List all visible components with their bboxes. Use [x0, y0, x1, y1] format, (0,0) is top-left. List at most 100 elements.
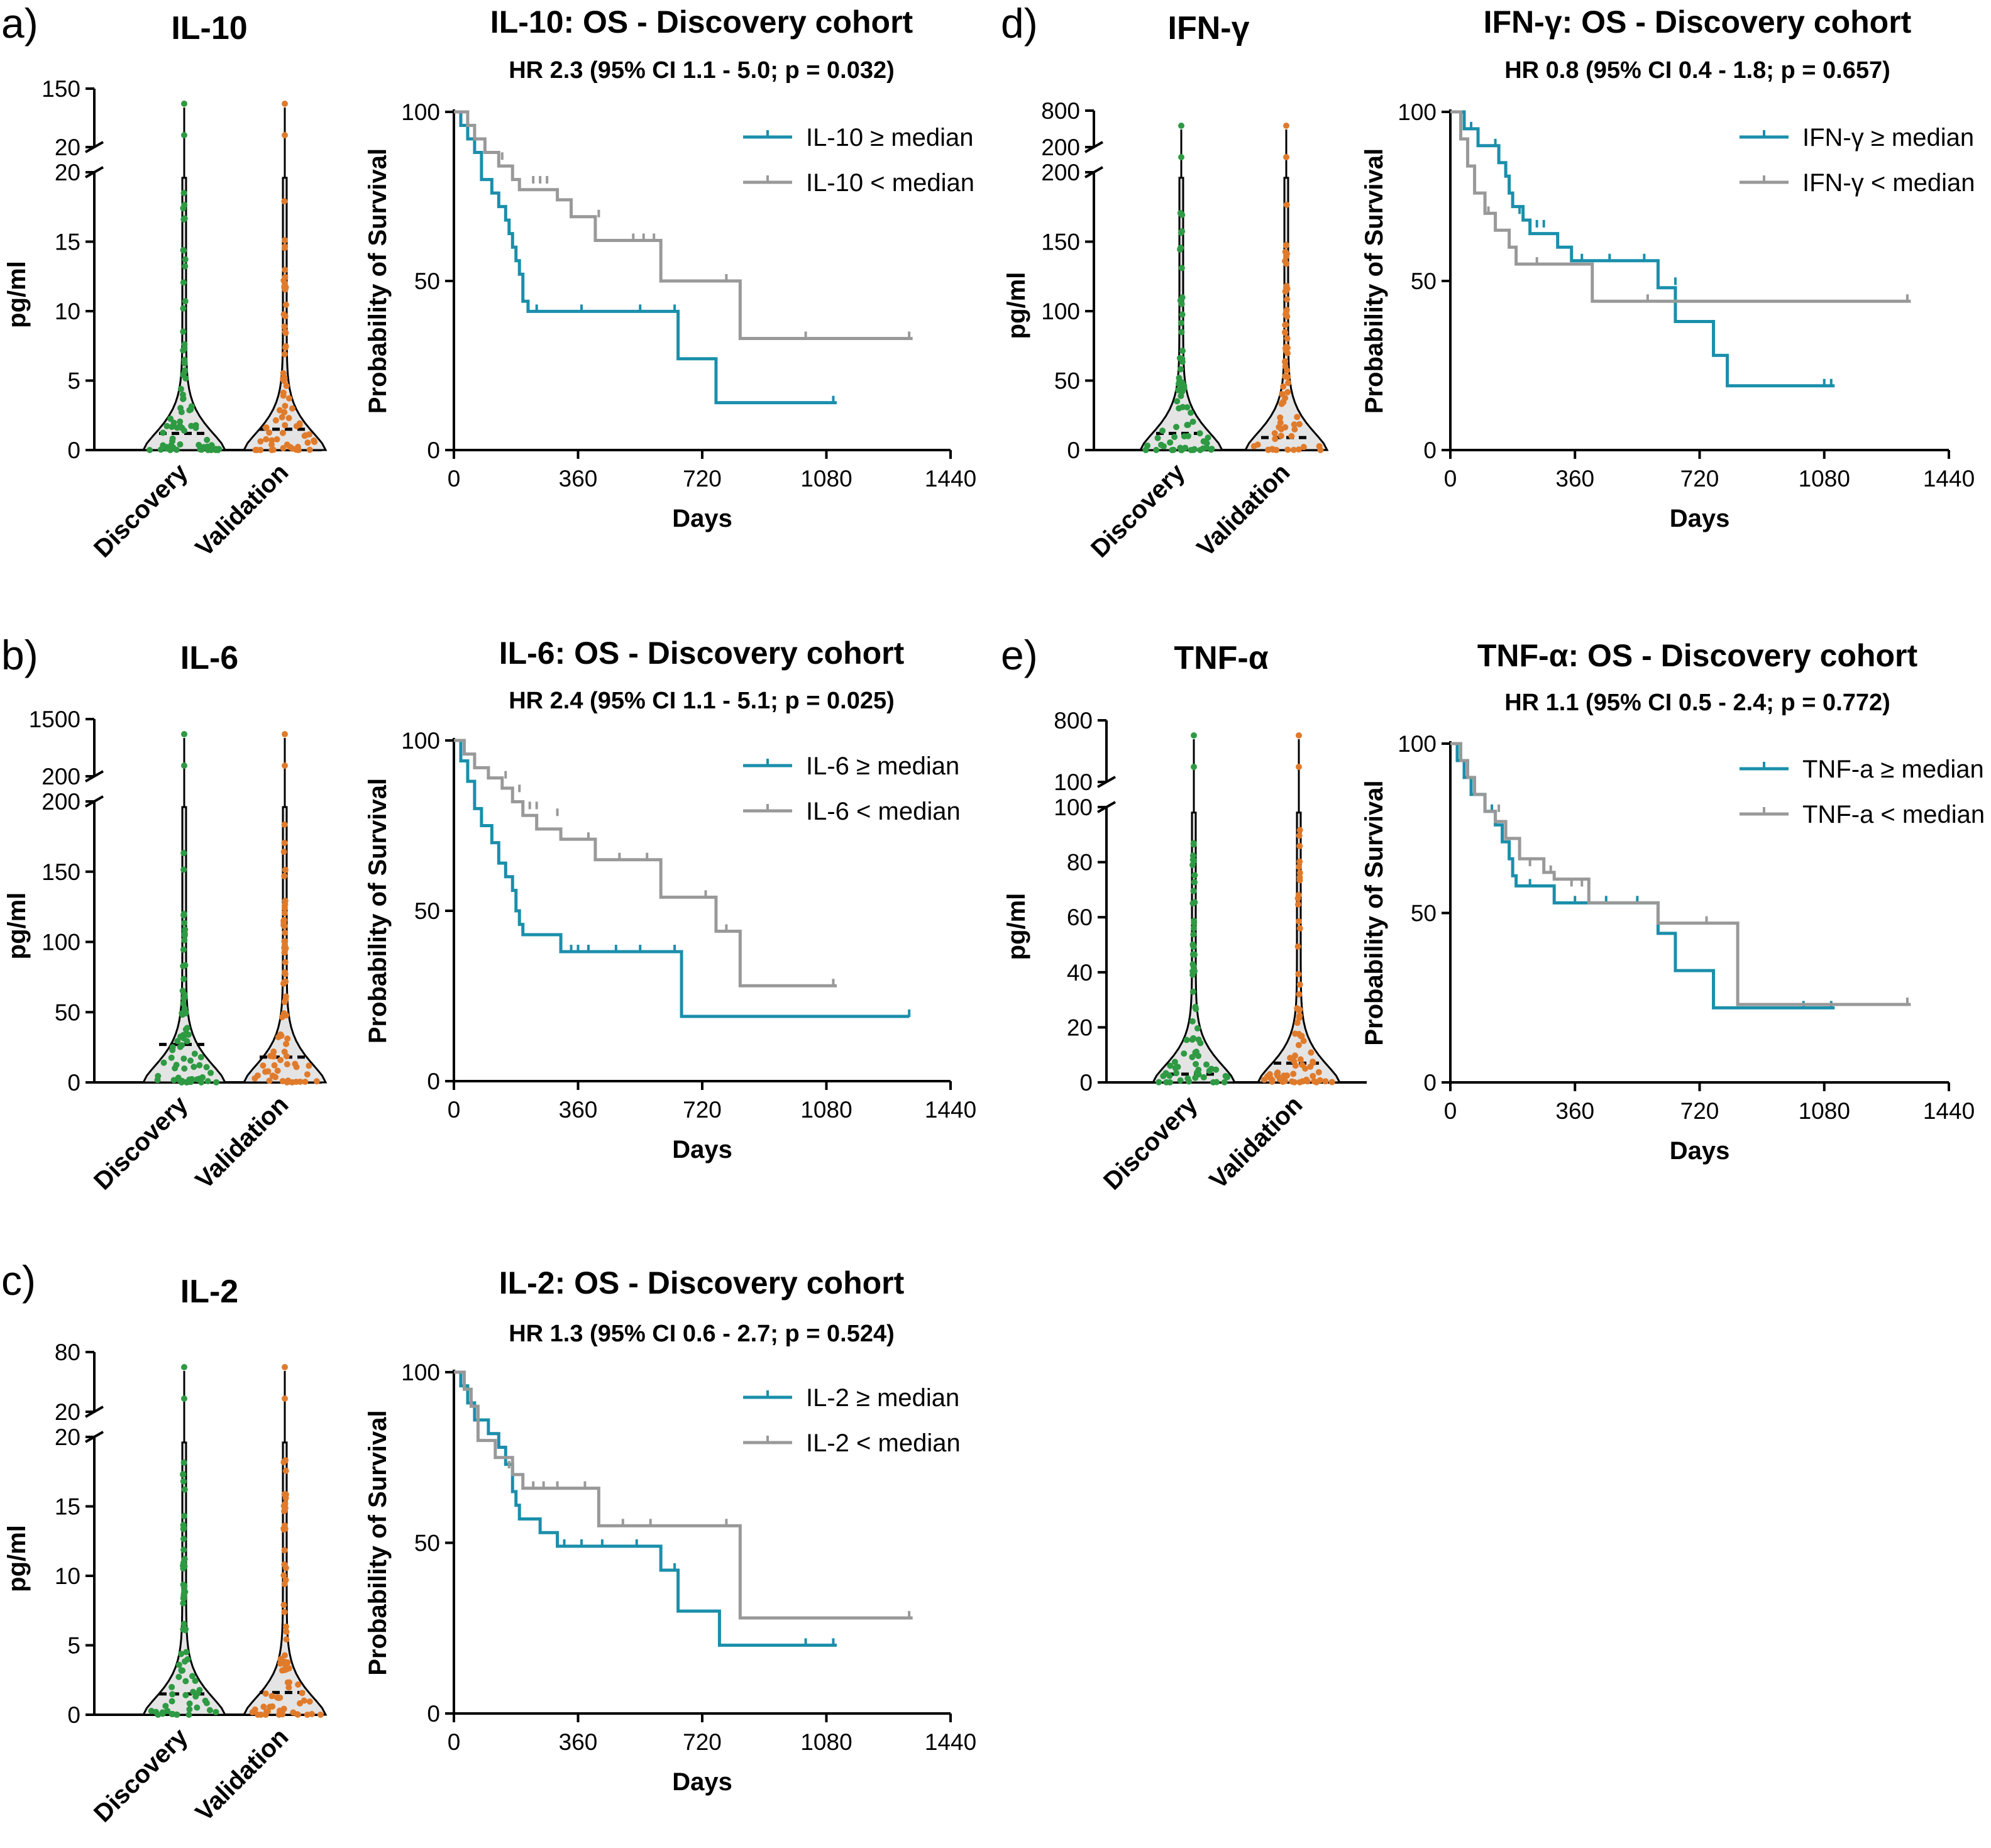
data-point — [282, 898, 289, 905]
data-point — [172, 1065, 179, 1072]
data-point — [180, 1590, 187, 1597]
panel-label: e) — [1001, 632, 1038, 678]
data-point — [1181, 1050, 1188, 1057]
y-tick-label: 50 — [414, 1531, 440, 1556]
y-tick-label: 5 — [67, 1633, 80, 1659]
data-point — [280, 1010, 287, 1017]
data-point — [187, 406, 194, 413]
data-point — [285, 1684, 292, 1691]
data-point — [212, 1708, 219, 1715]
data-point — [282, 1364, 288, 1370]
data-point — [281, 323, 288, 330]
data-point — [275, 1711, 282, 1718]
data-point — [177, 441, 184, 448]
data-point — [1296, 1015, 1303, 1021]
data-point — [185, 1031, 192, 1038]
data-point — [168, 1698, 175, 1705]
data-point — [180, 910, 187, 917]
category-label: Validation — [190, 458, 294, 562]
y-tick-label: 100 — [1054, 769, 1093, 795]
y-tick-label: 20 — [55, 160, 80, 185]
data-point — [282, 243, 289, 250]
data-point — [1290, 1070, 1297, 1077]
data-point — [281, 999, 288, 1006]
category-label: Validation — [190, 1091, 294, 1194]
data-point — [1189, 988, 1196, 995]
km-curve-low — [1450, 742, 1911, 1006]
data-point — [203, 1064, 210, 1070]
data-point — [181, 920, 188, 927]
data-point — [1317, 446, 1324, 453]
km-curve-high — [1450, 742, 1835, 1009]
x-axis-label: Days — [672, 1136, 732, 1163]
data-point — [1283, 154, 1289, 160]
data-point — [268, 437, 275, 444]
data-point — [181, 1395, 187, 1402]
data-point — [180, 1000, 187, 1007]
data-point — [263, 424, 270, 431]
data-point — [1191, 732, 1197, 739]
data-point — [1296, 732, 1302, 739]
data-point — [283, 1629, 290, 1636]
data-point — [204, 1078, 211, 1085]
y-tick-label: 50 — [414, 268, 440, 294]
data-point — [1178, 392, 1184, 399]
data-point — [282, 237, 289, 244]
data-point — [277, 1660, 284, 1667]
data-point — [272, 417, 279, 424]
data-point — [1282, 329, 1289, 336]
y-tick-label: 0 — [427, 1701, 440, 1727]
data-point — [1181, 382, 1188, 389]
data-point — [1173, 424, 1180, 431]
km-title: TNF-α: OS - Discovery cohort — [1477, 638, 1918, 673]
category-label: Discovery — [89, 1091, 194, 1196]
km-curve-high — [1450, 110, 1835, 388]
data-point — [1296, 1030, 1303, 1037]
data-point — [277, 1656, 284, 1663]
data-point — [282, 101, 288, 107]
data-point — [180, 328, 187, 335]
y-tick-label: 100 — [401, 1360, 440, 1385]
data-point — [280, 370, 287, 377]
data-point — [191, 1050, 198, 1057]
data-point — [282, 402, 289, 409]
data-point — [1296, 842, 1303, 849]
km-title: IFN-γ: OS - Discovery cohort — [1484, 4, 1912, 40]
data-point — [1179, 404, 1186, 410]
data-point — [1296, 764, 1302, 770]
data-point — [1279, 390, 1286, 397]
km-title: IL-2: OS - Discovery cohort — [499, 1265, 905, 1301]
x-tick-label: 360 — [559, 466, 598, 492]
data-point — [1282, 347, 1289, 354]
data-point — [1196, 430, 1203, 437]
data-point — [1282, 258, 1289, 265]
data-point — [206, 1707, 213, 1713]
data-point — [1224, 1074, 1231, 1081]
data-point — [188, 422, 195, 429]
data-point — [186, 1706, 193, 1713]
y-axis-label: pg/ml — [3, 893, 31, 960]
y-tick-label: 1500 — [29, 707, 80, 732]
data-point — [1191, 872, 1198, 879]
x-tick-label: 1440 — [1923, 466, 1975, 492]
data-point — [167, 415, 174, 422]
data-point — [1299, 1078, 1306, 1085]
data-point — [1315, 1069, 1322, 1075]
data-point — [177, 385, 184, 392]
data-point — [282, 328, 289, 335]
y-tick-label: 800 — [1054, 708, 1093, 734]
data-point — [282, 1623, 289, 1630]
data-point — [1208, 1065, 1215, 1072]
y-tick-label: 50 — [414, 898, 440, 924]
legend-label: IL-2 < median — [806, 1429, 961, 1457]
data-point — [301, 432, 308, 439]
data-point — [1296, 874, 1303, 881]
data-point — [1271, 430, 1278, 437]
category-label: Validation — [190, 1723, 294, 1827]
data-point — [199, 1074, 206, 1081]
legend-label: IL-10 ≥ median — [806, 124, 974, 151]
y-axis-label: Probability of Survival — [364, 148, 392, 414]
data-point — [1177, 1077, 1184, 1084]
data-point — [255, 1711, 262, 1718]
data-point — [181, 345, 188, 352]
